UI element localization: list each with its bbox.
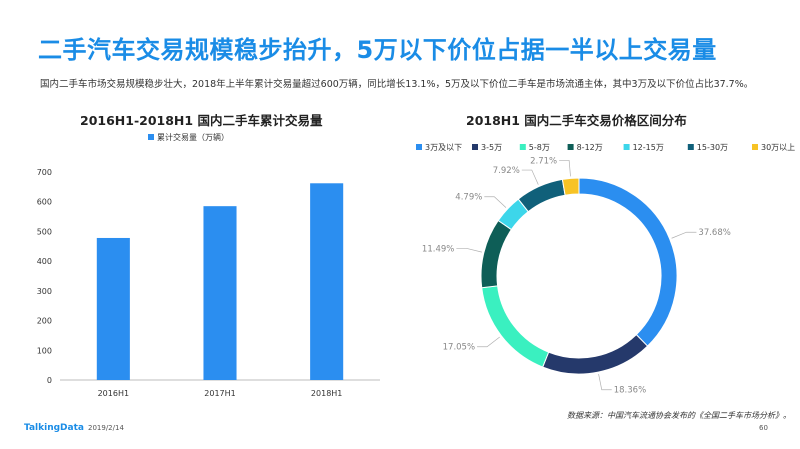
legend-swatch [623,144,630,150]
brand-logo: TalkingData [24,423,84,433]
page-subtitle: 国内二手车市场交易规模稳步壮大，2018年上半年累计交易量超过600万辆，同比增… [40,79,754,90]
leader-line [521,169,539,185]
y-tick-label: 200 [37,317,52,326]
footer-date: 2019/2/14 [88,424,124,432]
legend-label: 3-5万 [481,143,502,152]
data-source-note: 数据来源：中国汽车流通协会发布的《全国二手车市场分析》。 [567,411,791,420]
legend-label: 8-12万 [577,143,603,152]
legend-label: 30万以上 [761,143,795,152]
x-tick-label: 2017H1 [204,389,235,398]
slice-label: 37.68% [698,228,730,238]
donut-slice [561,177,580,196]
slice-label: 18.36% [614,386,646,396]
legend-label: 3万及以下 [425,143,462,152]
legend-swatch [752,144,758,150]
donut-slice [517,178,566,213]
y-tick-label: 700 [37,168,52,177]
bar [310,183,344,380]
leader-line [456,247,482,253]
x-tick-label: 2016H1 [98,389,129,398]
bar-chart-title: 2016H1-2018H1 国内二手车累计交易量 [80,113,323,128]
page-title: 二手汽车交易规模稳步抬升，5万以下价位占据一半以上交易量 [38,36,717,64]
donut-slice [578,177,678,347]
leader-line [484,196,507,208]
legend-label: 15-30万 [697,143,728,152]
donut-chart-title: 2018H1 国内二手车交易价格区间分布 [466,113,687,128]
legend-swatch [472,144,478,150]
y-tick-label: 500 [37,227,52,236]
legend-label: 12-15万 [633,143,664,152]
slice-label: 4.79% [455,193,482,203]
legend-swatch [687,144,694,150]
bar-chart: 累计交易量（万辆） 0 100 200 300 400 500 600 700 2016H1 201… [37,132,380,398]
y-tick-label: 300 [37,287,52,296]
y-tick-label: 600 [37,198,52,207]
legend-swatch [519,144,526,150]
legend-label: 累计交易量（万辆） [157,132,229,142]
y-tick-label: 400 [37,257,52,266]
bar [203,206,237,380]
y-tick-label: 0 [47,376,52,385]
donut-slice [481,285,550,368]
slice-label: 2.71% [530,156,557,166]
slice-label: 7.92% [493,166,520,176]
legend-swatch [567,144,574,150]
leader-line [671,231,697,239]
legend-swatch [416,144,422,150]
leader-line [598,373,612,391]
bar [96,237,130,380]
x-tick-label: 2018H1 [311,389,342,398]
page-number: 60 [759,424,768,432]
slice-label: 17.05% [443,343,475,353]
donut-slice [542,333,649,375]
slice-label: 11.49% [422,244,454,254]
donut-slice [480,219,513,289]
donut-chart: 3万及以下 3-5万 5-8万 8-12万 12-15万 15-30万 30万以上 37.68… [416,143,795,396]
leader-line [477,336,500,348]
leader-line [559,160,571,177]
legend-swatch [148,134,154,140]
y-tick-label: 100 [37,346,52,355]
legend-label: 5-8万 [529,143,550,152]
